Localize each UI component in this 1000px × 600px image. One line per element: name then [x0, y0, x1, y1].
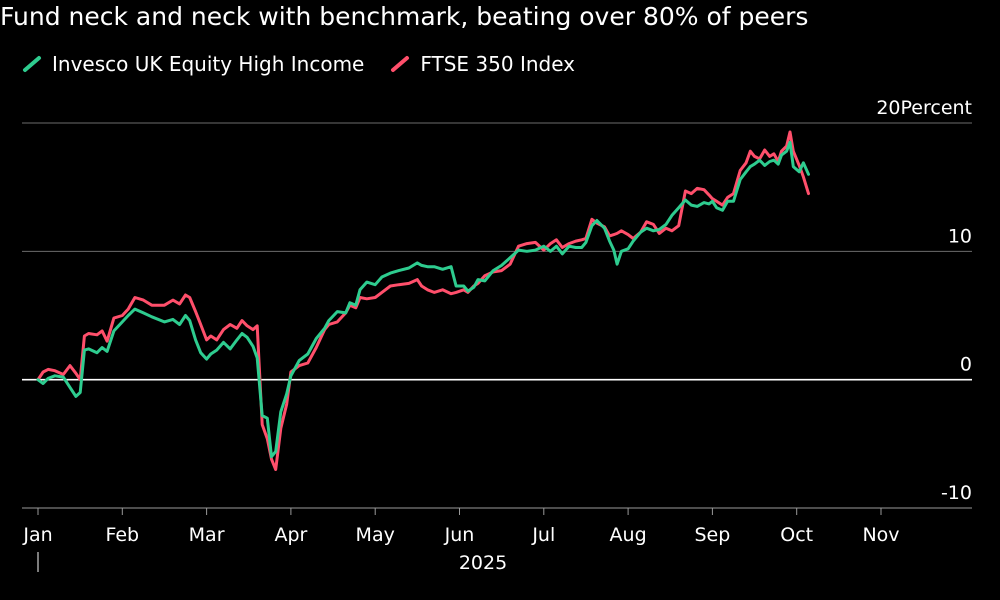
legend-item-invesco: Invesco UK Equity High Income [22, 52, 364, 76]
x-tick-label: Oct [780, 524, 813, 546]
x-tick-label: Jun [444, 524, 475, 546]
x-tick-label: Apr [274, 524, 307, 546]
y-tick-label: 10 [948, 225, 972, 247]
chart-title: Fund neck and neck with benchmark, beati… [0, 2, 809, 31]
legend-swatch-ftse [391, 56, 410, 72]
x-tick-label: Sep [694, 524, 730, 546]
series-line-0 [36, 140, 810, 459]
y-tick-label: 0 [960, 354, 972, 376]
y-tick-label: -10 [941, 482, 972, 504]
year-label: 2025 [459, 552, 507, 574]
x-tick-label: Feb [105, 524, 139, 546]
legend-item-ftse: FTSE 350 Index [390, 52, 575, 76]
chart-legend: Invesco UK Equity High Income FTSE 350 I… [22, 52, 601, 76]
x-tick-label: Jan [22, 524, 52, 546]
series-line-1 [36, 130, 810, 471]
x-tick-label: Nov [862, 524, 899, 546]
legend-swatch-invesco [23, 56, 41, 72]
x-tick-label: Aug [610, 524, 647, 546]
legend-label-invesco: Invesco UK Equity High Income [52, 52, 365, 76]
x-tick-label: May [356, 524, 395, 546]
y-tick-label: 20Percent [876, 97, 972, 119]
legend-label-ftse: FTSE 350 Index [420, 52, 576, 76]
x-tick-label: Mar [189, 524, 225, 546]
x-tick-label: Jul [531, 524, 555, 546]
